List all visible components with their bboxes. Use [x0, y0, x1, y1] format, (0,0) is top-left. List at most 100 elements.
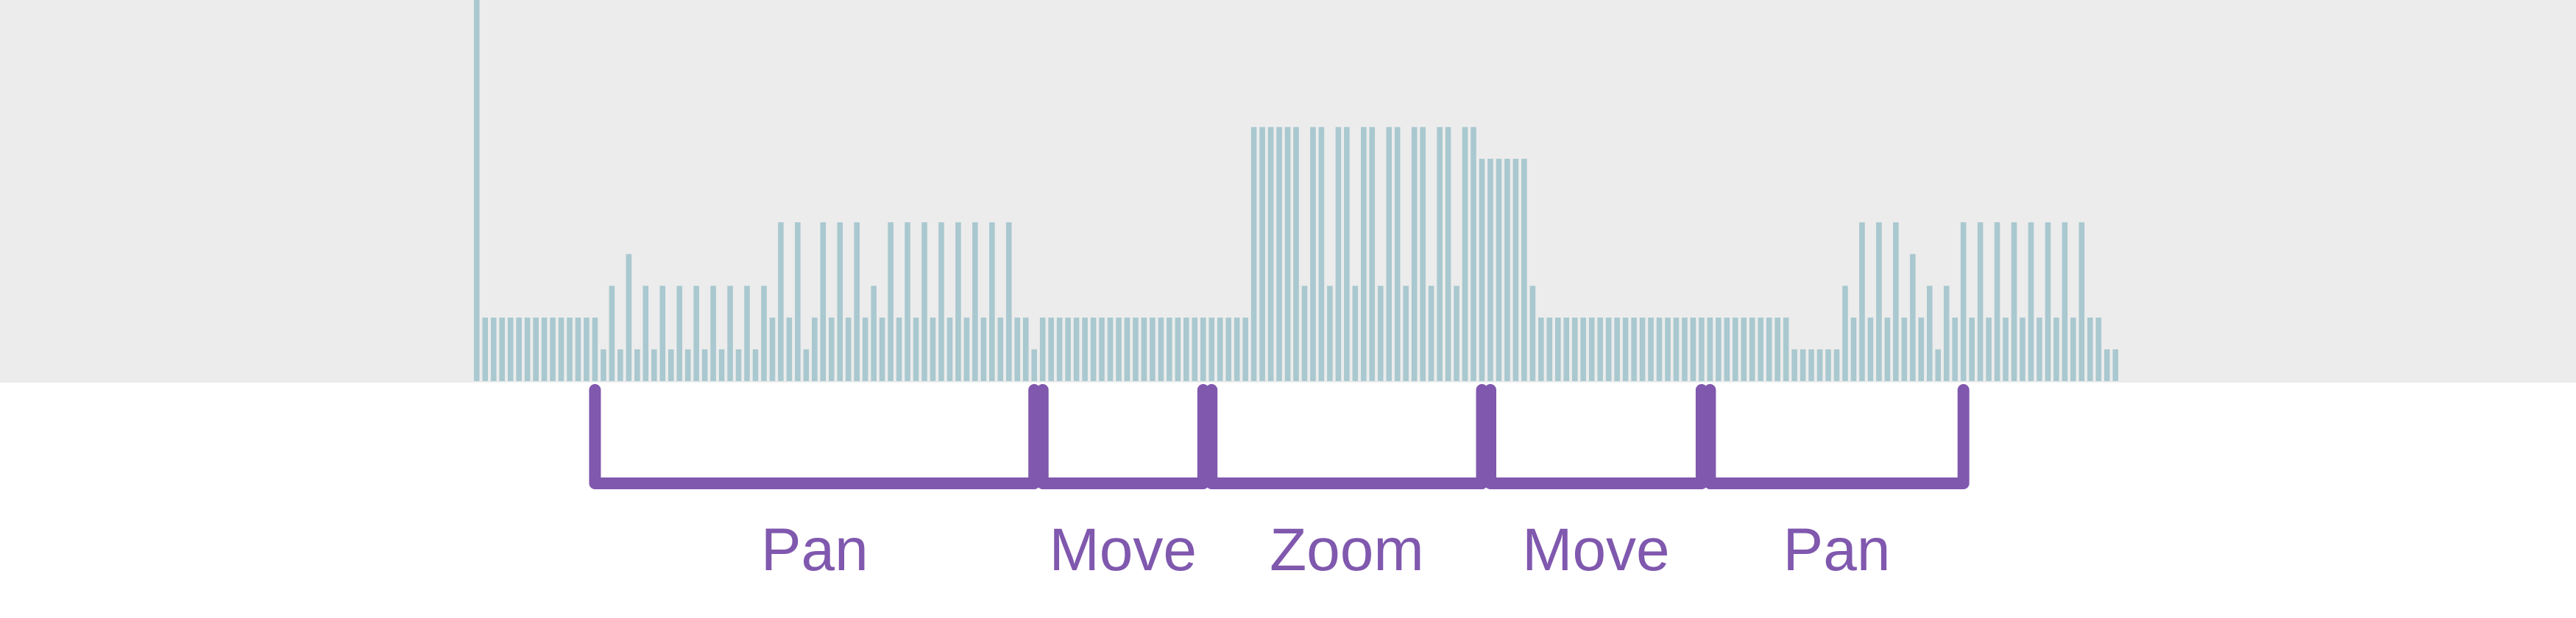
bar — [1462, 127, 1468, 382]
bar — [1555, 317, 1561, 381]
bar — [1056, 317, 1063, 381]
bar — [1031, 349, 1037, 381]
bar — [473, 0, 480, 381]
segment-bracket — [1485, 384, 1708, 489]
bar — [1758, 317, 1764, 381]
bar — [1006, 222, 1012, 381]
bar — [1158, 317, 1164, 381]
bar — [1774, 317, 1780, 381]
bar — [1192, 317, 1198, 381]
bar — [1420, 127, 1426, 382]
bar — [1352, 285, 1359, 381]
bar — [803, 349, 810, 381]
bar — [1099, 317, 1105, 381]
bar — [1733, 317, 1738, 381]
bar — [659, 285, 666, 381]
bar — [1800, 349, 1806, 381]
segment-label: Move — [1049, 516, 1197, 583]
bar — [1918, 317, 1925, 381]
bar — [1969, 317, 1975, 381]
bar — [1039, 317, 1046, 381]
bar — [1521, 158, 1527, 381]
segment-bracket — [1206, 384, 1488, 489]
bar — [2112, 349, 2119, 381]
bar — [1952, 317, 1958, 381]
segment-label: Zoom — [1270, 516, 1424, 583]
bar — [684, 349, 691, 381]
bar — [879, 317, 885, 381]
bar — [913, 317, 919, 381]
bar — [1935, 349, 1942, 381]
bar — [558, 317, 565, 381]
bar — [845, 317, 852, 381]
bar — [1859, 222, 1865, 381]
bar — [854, 222, 860, 381]
bar — [1403, 285, 1409, 381]
bar — [1437, 127, 1443, 382]
bar — [1107, 317, 1114, 381]
bar — [1445, 127, 1451, 382]
bar — [1825, 349, 1831, 381]
bar — [1977, 222, 1984, 381]
bar — [701, 349, 708, 381]
bar — [1597, 317, 1603, 381]
bar — [1893, 222, 1899, 381]
bar — [820, 222, 827, 381]
bar — [1648, 317, 1654, 381]
bar — [862, 317, 868, 381]
bar — [1344, 127, 1350, 382]
bar — [1200, 317, 1206, 381]
bar — [1369, 127, 1376, 382]
bar — [905, 222, 910, 381]
bar — [2011, 222, 2017, 381]
bar-series — [473, 0, 2119, 382]
bar — [1209, 317, 1215, 381]
bar — [1699, 317, 1705, 381]
bar — [1276, 127, 1282, 382]
bar — [1133, 317, 1139, 381]
segment-labels: Pan Move Zoom Move Pan — [761, 516, 1891, 583]
bar — [2078, 222, 2085, 381]
bar — [2104, 349, 2110, 381]
bar — [812, 317, 818, 381]
segment-label: Pan — [761, 516, 868, 583]
bar — [1639, 317, 1646, 381]
bar — [938, 222, 944, 381]
bar — [1301, 285, 1308, 381]
bar — [1259, 127, 1265, 382]
bar — [618, 349, 623, 381]
bar — [744, 285, 750, 381]
bar — [693, 285, 699, 381]
bar — [584, 317, 590, 381]
bar — [921, 222, 927, 381]
bar — [490, 317, 497, 381]
bar — [1682, 317, 1688, 381]
bar — [1310, 127, 1316, 382]
segment-bracket — [589, 384, 1041, 489]
bar — [1318, 127, 1325, 382]
bar — [1766, 317, 1772, 381]
bar — [837, 222, 843, 381]
bar — [871, 285, 877, 381]
bar — [896, 317, 902, 381]
bar — [1394, 127, 1401, 382]
segment-bracket — [1036, 384, 1209, 489]
bar — [1250, 127, 1257, 382]
bar — [1065, 317, 1071, 381]
bar — [1512, 158, 1519, 381]
bar — [1605, 317, 1612, 381]
bar — [1242, 317, 1248, 381]
bar — [1471, 127, 1476, 382]
bar — [1479, 158, 1485, 381]
bar — [1048, 317, 1054, 381]
bar — [1791, 349, 1797, 381]
bar — [1014, 317, 1021, 381]
bar — [592, 317, 598, 381]
bar — [2070, 317, 2076, 381]
bar — [1910, 254, 1916, 381]
bar — [668, 349, 674, 381]
bar — [1850, 317, 1857, 381]
bar — [1986, 317, 1992, 381]
bar — [946, 317, 953, 381]
